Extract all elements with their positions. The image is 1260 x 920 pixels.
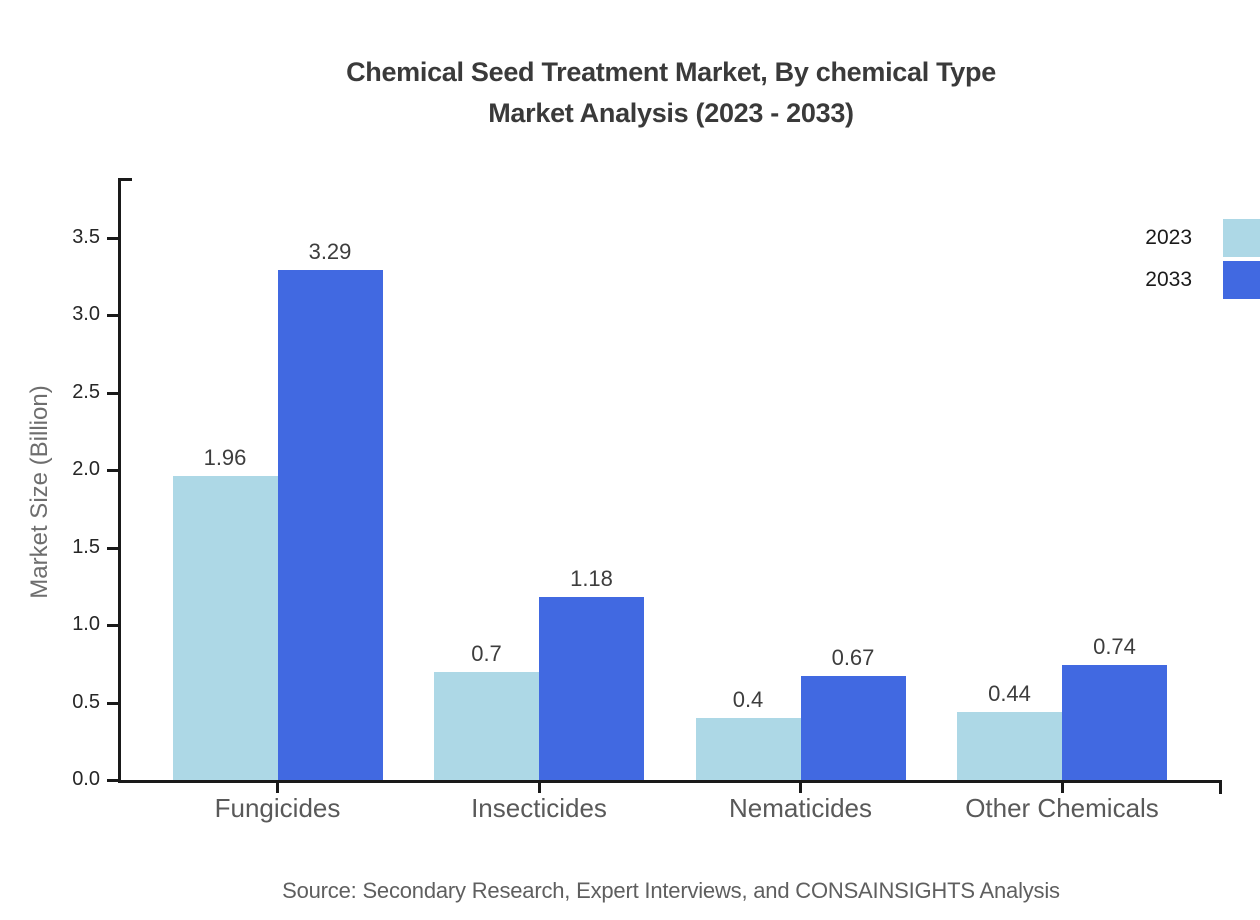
chart-title-line2: Market Analysis (2023 - 2033) — [488, 98, 854, 128]
x-axis-tick — [276, 780, 279, 793]
x-axis-tick — [799, 780, 802, 793]
y-axis-tick-label: 1.0 — [72, 613, 100, 635]
y-axis-tick-label: 0.0 — [72, 768, 100, 790]
y-axis-line — [118, 178, 121, 783]
source-note: Source: Secondary Research, Expert Inter… — [282, 878, 1060, 903]
x-axis-category-label: Other Chemicals — [965, 793, 1159, 823]
y-axis-tick — [107, 314, 120, 317]
legend-label-2033: 2033 — [1145, 268, 1192, 291]
bar-value-label: 0.4 — [732, 687, 764, 712]
bar-2033-nematicides — [800, 676, 906, 780]
y-axis-tick-label: 2.0 — [72, 458, 100, 480]
bar-value-label: 1.18 — [570, 566, 613, 592]
y-axis-tick-label: 3.5 — [72, 225, 100, 248]
bar-value-label: 0.67 — [831, 645, 875, 671]
bar-2023-other-chemicals — [957, 711, 1062, 780]
legend-swatch-2023 — [1223, 219, 1260, 257]
x-axis-line — [118, 780, 1222, 783]
legend-label-2023: 2023 — [1145, 226, 1192, 249]
y-axis-tick-label: 3.0 — [72, 303, 100, 325]
legend: 2023 2033 — [1100, 219, 1260, 303]
x-axis-tick — [537, 780, 541, 793]
bar-2033-insecticides — [539, 597, 644, 780]
y-axis-tick — [107, 779, 120, 782]
legend-item-2033: 2033 — [1100, 261, 1260, 299]
chart-title-line1: Chemical Seed Treatment Market, By chemi… — [346, 57, 996, 87]
legend-swatch-2033 — [1223, 261, 1260, 299]
y-axis-tick — [107, 701, 120, 705]
x-axis-category-label: Nematicides — [728, 793, 873, 823]
y-axis-tick — [107, 546, 120, 550]
y-axis-tick-label: 1.5 — [72, 535, 100, 558]
bar-value-label: 0.44 — [988, 680, 1031, 706]
y-axis-tick — [107, 469, 120, 472]
chart-title: Chemical Seed Treatment Market, By chemi… — [120, 52, 1222, 134]
bar-2033-other-chemicals — [1062, 665, 1167, 780]
x-axis-end-tick — [1219, 780, 1222, 794]
y-axis-tick-label: 2.5 — [72, 380, 100, 403]
y-axis-tick — [107, 391, 120, 395]
bar-2023-fungicides — [172, 476, 278, 780]
bar-2023-nematicides — [695, 718, 801, 780]
bar-value-label: 0.7 — [471, 640, 502, 666]
x-axis-category-label: Fungicides — [214, 793, 341, 823]
bar-value-label: 0.74 — [1093, 634, 1136, 660]
x-axis-tick — [1060, 780, 1064, 793]
y-axis-tick-label: 0.5 — [72, 690, 100, 713]
bar-value-label: 3.29 — [308, 239, 352, 265]
y-axis-tick — [107, 236, 120, 240]
x-axis-category-label: Insecticides — [471, 793, 607, 823]
bar-2033-fungicides — [277, 270, 383, 780]
bar-value-label: 1.96 — [203, 445, 247, 471]
bar-2023-insecticides — [434, 671, 539, 780]
y-axis-end-tick — [118, 178, 132, 181]
legend-item-2023: 2023 — [1100, 219, 1260, 257]
y-axis-tick — [107, 624, 120, 627]
